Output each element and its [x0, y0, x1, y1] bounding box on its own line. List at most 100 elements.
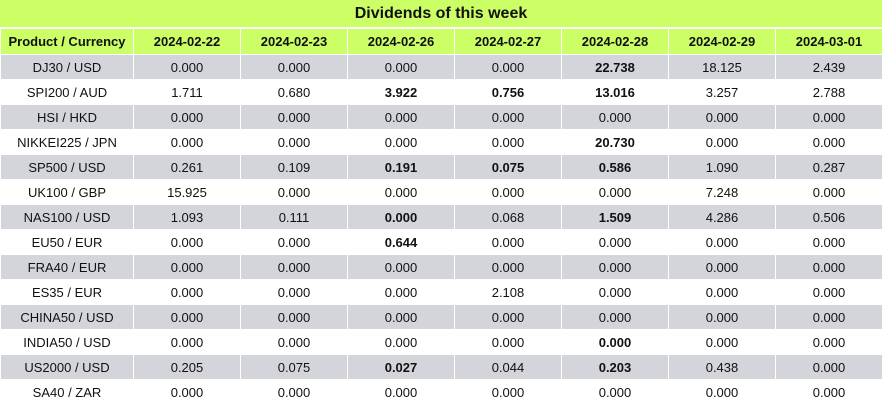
dividend-value-cell: 0.000 [775, 379, 882, 405]
dividend-value-cell: 0.000 [668, 279, 776, 305]
dividend-value-cell: 0.000 [454, 329, 562, 355]
dividend-value-cell: 0.000 [133, 279, 241, 305]
dividend-value-cell: 0.191 [347, 154, 455, 180]
product-cell: ES35 / EUR [0, 279, 134, 305]
dividend-value-cell: 0.075 [454, 154, 562, 180]
table-title: Dividends of this week [0, 0, 882, 28]
dividend-value-cell: 1.090 [668, 154, 776, 180]
dividend-value-cell: 0.000 [347, 104, 455, 130]
table-row: NIKKEI225 / JPN 0.000 0.000 0.000 0.000 20.73… [0, 129, 882, 155]
dividend-value-cell: 0.000 [775, 279, 882, 305]
dividend-value-cell: 7.248 [668, 179, 776, 205]
dividend-value-cell: 0.000 [454, 129, 562, 155]
table-row: SA40 / ZAR 0.000 0.000 0.000 0.000 0.000 0.000… [0, 379, 882, 405]
dividend-value-cell: 0.000 [240, 229, 348, 255]
column-header-date: 2024-02-29 [668, 28, 776, 55]
dividend-value-cell: 0.438 [668, 354, 776, 380]
dividend-value-cell: 0.000 [668, 129, 776, 155]
dividend-value-cell: 0.000 [454, 379, 562, 405]
dividend-value-cell: 0.756 [454, 79, 562, 105]
dividend-value-cell: 0.000 [347, 204, 455, 230]
dividend-value-cell: 0.000 [240, 279, 348, 305]
dividend-value-cell: 0.205 [133, 354, 241, 380]
dividend-value-cell: 0.000 [668, 379, 776, 405]
dividend-value-cell: 0.000 [775, 354, 882, 380]
dividend-value-cell: 0.000 [775, 129, 882, 155]
table-row: DJ30 / USD 0.000 0.000 0.000 0.000 22.738 18.1… [0, 54, 882, 80]
dividend-value-cell: 0.000 [454, 304, 562, 330]
dividend-value-cell: 0.000 [133, 329, 241, 355]
table-row: EU50 / EUR 0.000 0.000 0.644 0.000 0.000 0.000… [0, 229, 882, 255]
dividend-value-cell: 0.261 [133, 154, 241, 180]
dividend-value-cell: 0.000 [775, 329, 882, 355]
table-row: ES35 / EUR 0.000 0.000 0.000 2.108 0.000 0.000… [0, 279, 882, 305]
dividend-value-cell: 0.000 [347, 179, 455, 205]
dividend-value-cell: 0.000 [347, 54, 455, 80]
dividends-table: Product / Currency 2024-02-22 2024-02-23… [0, 28, 882, 405]
dividend-value-cell: 0.000 [561, 254, 669, 280]
dividend-value-cell: 0.000 [775, 104, 882, 130]
column-header-date: 2024-02-22 [133, 28, 241, 55]
dividend-value-cell: 0.000 [133, 229, 241, 255]
dividend-value-cell: 2.439 [775, 54, 882, 80]
dividend-value-cell: 0.000 [668, 104, 776, 130]
column-header-product: Product / Currency [0, 28, 134, 55]
table-row: UK100 / GBP 15.925 0.000 0.000 0.000 0.000 7.2… [0, 179, 882, 205]
dividend-value-cell: 3.257 [668, 79, 776, 105]
dividend-value-cell: 0.000 [454, 179, 562, 205]
dividend-value-cell: 13.016 [561, 79, 669, 105]
dividend-value-cell: 0.000 [561, 179, 669, 205]
header-row: Product / Currency 2024-02-22 2024-02-23… [0, 28, 882, 55]
dividend-value-cell: 0.000 [561, 104, 669, 130]
table-row: CHINA50 / USD 0.000 0.000 0.000 0.000 0.000 0.… [0, 304, 882, 330]
dividend-value-cell: 0.075 [240, 354, 348, 380]
dividend-value-cell: 0.027 [347, 354, 455, 380]
dividend-value-cell: 0.000 [347, 129, 455, 155]
dividend-value-cell: 0.000 [561, 379, 669, 405]
dividend-value-cell: 3.922 [347, 79, 455, 105]
table-row: US2000 / USD 0.205 0.075 0.027 0.044 0.203 0.4… [0, 354, 882, 380]
dividend-value-cell: 0.109 [240, 154, 348, 180]
dividend-value-cell: 0.000 [668, 329, 776, 355]
product-cell: INDIA50 / USD [0, 329, 134, 355]
dividend-value-cell: 0.644 [347, 229, 455, 255]
dividend-value-cell: 1.711 [133, 79, 241, 105]
dividend-value-cell: 0.506 [775, 204, 882, 230]
dividend-value-cell: 0.000 [561, 229, 669, 255]
dividend-value-cell: 0.000 [133, 254, 241, 280]
dividend-value-cell: 0.000 [133, 54, 241, 80]
dividend-value-cell: 1.093 [133, 204, 241, 230]
dividend-value-cell: 0.000 [133, 104, 241, 130]
dividend-value-cell: 0.000 [133, 304, 241, 330]
dividend-value-cell: 0.000 [347, 254, 455, 280]
dividend-value-cell: 0.000 [668, 229, 776, 255]
product-cell: UK100 / GBP [0, 179, 134, 205]
dividend-value-cell: 0.000 [133, 379, 241, 405]
dividend-value-cell: 0.044 [454, 354, 562, 380]
product-cell: SA40 / ZAR [0, 379, 134, 405]
dividend-value-cell: 0.000 [240, 179, 348, 205]
product-cell: CHINA50 / USD [0, 304, 134, 330]
product-cell: SP500 / USD [0, 154, 134, 180]
table-row: SPI200 / AUD 1.711 0.680 3.922 0.756 13.016 3.… [0, 79, 882, 105]
dividend-value-cell: 0.000 [561, 304, 669, 330]
column-header-date: 2024-02-27 [454, 28, 562, 55]
dividend-value-cell: 22.738 [561, 54, 669, 80]
product-cell: US2000 / USD [0, 354, 134, 380]
column-header-date: 2024-02-28 [561, 28, 669, 55]
dividend-value-cell: 0.000 [775, 254, 882, 280]
table-row: INDIA50 / USD 0.000 0.000 0.000 0.000 0.000 0.… [0, 329, 882, 355]
dividend-value-cell: 0.000 [347, 329, 455, 355]
dividend-value-cell: 0.000 [454, 104, 562, 130]
dividend-value-cell: 0.680 [240, 79, 348, 105]
dividend-value-cell: 0.000 [240, 54, 348, 80]
dividend-value-cell: 2.788 [775, 79, 882, 105]
dividend-value-cell: 1.509 [561, 204, 669, 230]
product-cell: HSI / HKD [0, 104, 134, 130]
dividend-value-cell: 0.000 [775, 179, 882, 205]
dividend-value-cell: 0.000 [240, 129, 348, 155]
dividend-value-cell: 0.000 [133, 129, 241, 155]
table-row: HSI / HKD 0.000 0.000 0.000 0.000 0.000 0.000 0… [0, 104, 882, 130]
product-cell: EU50 / EUR [0, 229, 134, 255]
